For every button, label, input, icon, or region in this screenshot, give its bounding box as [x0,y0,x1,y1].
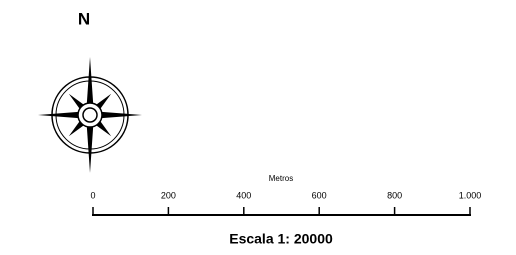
scale-unit: Metros [269,174,293,183]
scale-caption: Escala 1: 20000 [229,231,333,247]
scale-ticks: 0 200 400 600 800 1.000 [90,190,481,215]
compass-rose [38,57,142,173]
scale-tick-label: 600 [312,190,327,200]
scale-tick-label: 800 [387,190,402,200]
map-elements: N Metros 0 200 400 600 800 1.000 Escala 1: 20… [0,0,516,255]
scale-tick-label: 0 [90,190,95,200]
compass-center [83,108,97,122]
north-label: N [78,9,90,28]
page: N Metros 0 200 400 600 800 1.000 Escala 1: 20… [0,0,516,255]
scale-tick-label: 400 [236,190,251,200]
scale-tick-label: 200 [161,190,176,200]
scale-tick-label: 1.000 [459,190,482,200]
